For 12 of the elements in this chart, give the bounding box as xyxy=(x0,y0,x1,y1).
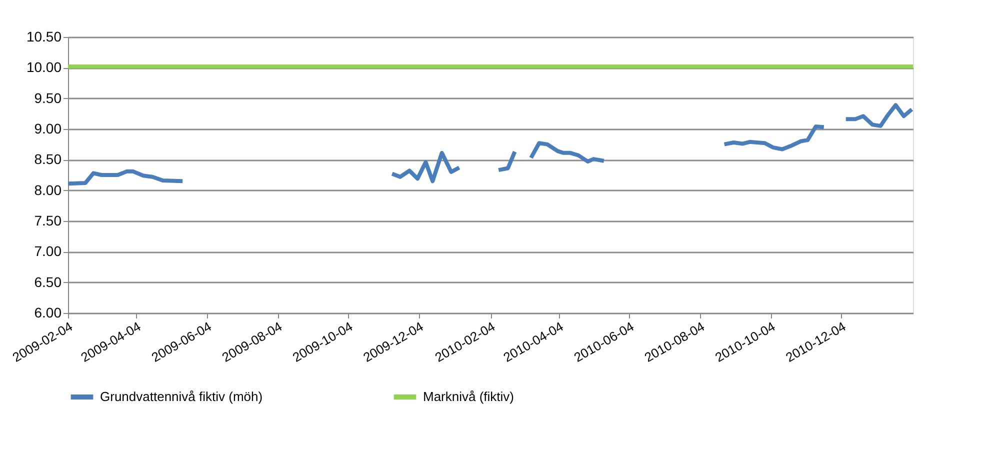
legend-label: Grundvattennivå fiktiv (möh) xyxy=(100,389,263,404)
legend-label: Marknivå (fiktiv) xyxy=(423,389,514,404)
y-tick-label: 7.50 xyxy=(34,212,62,228)
y-tick-label: 9.00 xyxy=(34,120,62,136)
y-tick-label: 7.00 xyxy=(34,243,62,260)
y-tick-label: 6.50 xyxy=(34,274,62,290)
y-tick-label: 6.00 xyxy=(34,304,62,320)
y-tick-label: 10.00 xyxy=(26,59,62,76)
y-tick-label: 8.50 xyxy=(34,151,62,168)
y-tick-label: 10.50 xyxy=(26,28,62,44)
y-tick-label: 9.50 xyxy=(34,90,62,106)
y-tick-label: 8.00 xyxy=(34,182,62,198)
